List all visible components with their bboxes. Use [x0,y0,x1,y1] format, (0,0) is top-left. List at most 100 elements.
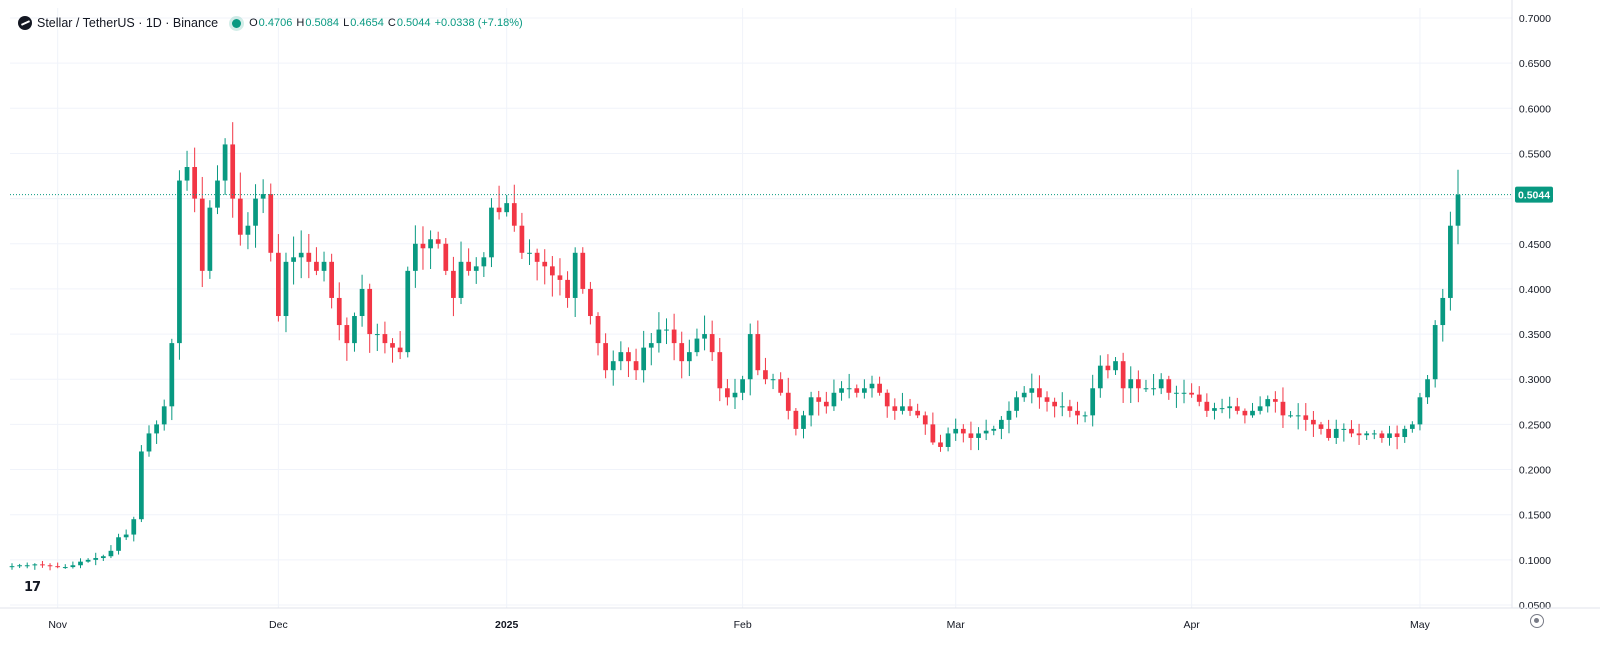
y-tick-label: 0.1500 [1519,510,1551,522]
x-tick-label: May [1410,619,1431,631]
candle-body [922,415,928,425]
candle-body [458,261,464,298]
candle-body [671,329,677,344]
candle-body [100,556,106,559]
candle-body [1006,410,1012,420]
candle-body [207,207,213,271]
candle-body [199,198,205,271]
candle-body [1402,428,1408,438]
candle-body [367,288,373,335]
candle-body [70,565,76,568]
candle-body [816,397,822,402]
candle-body [169,343,175,407]
candle-body [154,424,159,434]
candle-body [945,433,951,447]
candle-body [1234,406,1240,411]
candle-body [884,392,890,407]
candle-body [1037,388,1042,398]
candle-body [237,198,243,235]
candle-body [1272,399,1278,402]
candle-body [466,261,471,271]
y-tick-label: 0.6500 [1519,58,1551,70]
candle-body [618,352,624,362]
candle-body [1067,406,1073,411]
candle-body [1151,388,1156,390]
candle-body [1227,406,1233,409]
candle-body [1135,379,1141,389]
candle-body [123,534,129,538]
candle-body [610,361,616,371]
candle-body [253,198,258,226]
candle-body [321,261,327,271]
candle-body [702,334,707,339]
candle-body [489,207,494,258]
y-tick-label: 0.4000 [1519,284,1551,296]
symbol-title[interactable]: Stellar / TetherUS · 1D · Binance [37,16,219,30]
candle-body [1059,406,1065,408]
candle-body [1311,419,1316,425]
candle-body [222,144,228,181]
candle-body [1333,428,1339,438]
candle-body [656,329,662,344]
candle-body [481,257,487,267]
candle-body [192,167,198,199]
candle-body [1128,379,1134,389]
candle-body [1432,325,1438,380]
y-tick-label: 0.3000 [1519,374,1551,386]
settings-icon[interactable] [1530,614,1544,628]
current-price-badge [1515,186,1553,203]
x-tick-label: Dec [269,619,288,631]
candle-body [161,406,167,425]
candle-body [763,370,768,380]
y-tick-label: 0.2500 [1519,419,1551,431]
candle-body [451,270,456,298]
candle-body [268,194,274,253]
candle-body [62,567,68,569]
candle-body [230,144,236,199]
current-price-label: 0.5044 [1518,190,1550,202]
candle-body [1113,361,1118,371]
candle-body [359,288,365,317]
candle-body [283,261,289,317]
candle-body [725,388,730,398]
candle-body [595,316,601,344]
candle-body [823,401,829,407]
candle-body [1394,433,1400,438]
candle-body [633,361,639,371]
candle-body [306,252,312,262]
candle-body [686,352,692,362]
candle-body [907,406,913,411]
candle-body [839,388,844,393]
candle-body [1303,415,1309,420]
candle-body [831,392,837,407]
tradingview-logo-icon[interactable]: 17 [17,578,47,596]
candle-body [1105,365,1111,371]
candle-body [329,261,335,298]
candle-body [785,392,791,411]
candle-body [1371,433,1377,435]
candle-body [420,243,426,249]
candle-body [245,225,251,235]
candle-body [527,252,532,254]
ohlc-values: O0.4706 H0.5084 L0.4654 C0.5044 +0.0338 … [249,17,523,29]
candle-body [747,334,753,380]
candle-body [542,261,548,267]
candle-body [1280,401,1286,416]
candle-body [1204,401,1210,411]
candle-body [276,252,281,317]
candle-body [1174,392,1179,394]
candle-body [1014,397,1019,411]
candle-body [983,430,989,434]
candle-body [892,406,898,411]
candle-body [991,428,997,431]
candle-body [588,288,593,317]
candle-body [504,203,510,213]
candle-body [877,383,882,393]
y-tick-label: 0.2000 [1519,465,1551,477]
candle-body [694,338,700,353]
candle-body [1196,394,1202,402]
candle-body [1257,406,1263,411]
candle-body [938,442,943,447]
